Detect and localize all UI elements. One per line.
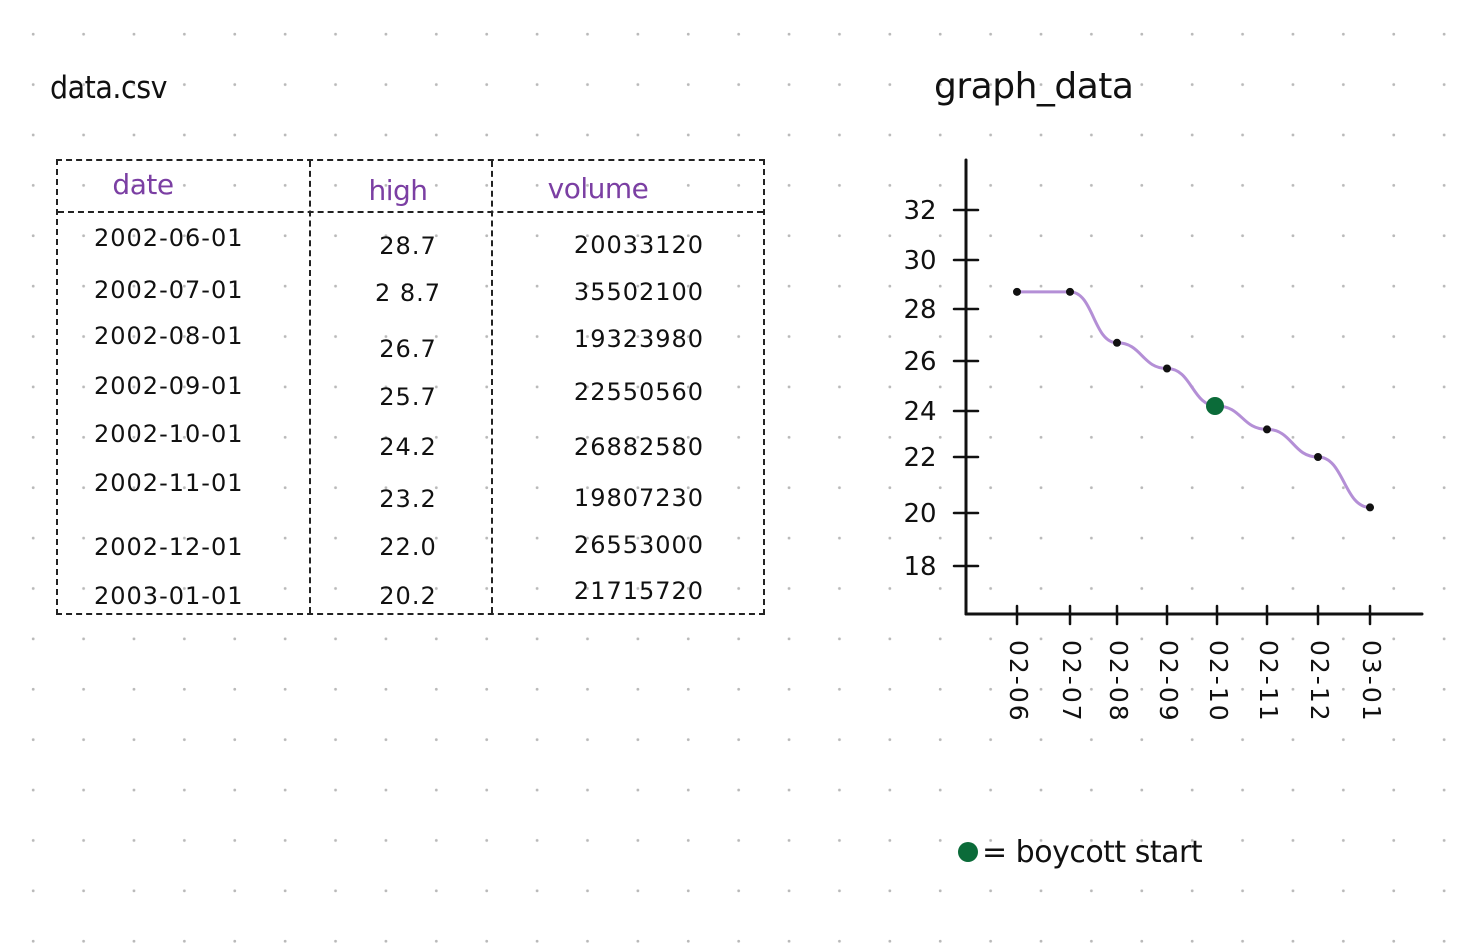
cell-volume: 21715720	[573, 577, 705, 605]
y-tick-label: 22	[903, 443, 936, 473]
y-tick-label: 30	[903, 246, 936, 276]
column-divider	[309, 161, 311, 613]
cell-high: 26.7	[379, 335, 437, 363]
cell-high: 24.2	[379, 433, 437, 461]
cell-volume: 26882580	[573, 433, 705, 461]
cell-high: 28.7	[379, 232, 437, 260]
cell-date: 2002-09-01	[94, 372, 244, 400]
cell-volume: 35502100	[573, 278, 705, 306]
cell-volume: 26553000	[573, 531, 705, 559]
x-tick-label: 02-11	[1254, 640, 1283, 723]
cell-date: 2002-06-01	[94, 224, 244, 252]
cell-volume: 22550560	[573, 378, 705, 406]
y-tick-label: 28	[903, 295, 936, 325]
cell-high: 20.2	[379, 582, 437, 610]
y-tick-label: 20	[903, 499, 936, 529]
graph-title: graph_data	[934, 66, 1134, 107]
header-date: date	[112, 168, 174, 201]
data-point	[1113, 338, 1121, 347]
x-tick-label: 02-07	[1057, 640, 1086, 723]
cell-high: 22.0	[379, 533, 437, 561]
cell-date: 2002-12-01	[94, 533, 244, 561]
cell-volume: 19323980	[573, 325, 705, 353]
data-table: date high volume 2002-06-01 28.7 2003312…	[56, 159, 765, 615]
boycott-marker	[1206, 397, 1224, 415]
x-tick-label: 02-12	[1305, 640, 1334, 723]
x-tick-label: 02-08	[1104, 640, 1133, 723]
legend: = boycott start	[958, 832, 1203, 872]
data-point	[1013, 287, 1021, 296]
cell-date: 2002-10-01	[94, 420, 244, 448]
x-tick-label: 02-10	[1204, 640, 1233, 723]
column-divider	[491, 161, 493, 613]
data-point	[1066, 287, 1074, 296]
cell-volume: 20033120	[573, 231, 705, 259]
header-divider	[58, 211, 763, 213]
header-high: high	[368, 174, 428, 207]
y-tick-label: 32	[903, 196, 936, 226]
header-volume: volume	[547, 172, 649, 205]
cell-date: 2002-11-01	[94, 469, 244, 497]
y-tick-label: 26	[903, 347, 936, 377]
csv-title: data.csv	[50, 70, 168, 106]
x-tick-label: 02-09	[1154, 640, 1183, 723]
x-tick-label: 02-06	[1004, 640, 1033, 723]
boycott-marker-icon	[958, 842, 978, 862]
series-line	[1015, 290, 1372, 509]
cell-date: 2002-08-01	[94, 322, 244, 350]
data-point	[1163, 364, 1171, 373]
y-tick-label: 18	[903, 552, 936, 582]
cell-high: 25.7	[379, 383, 437, 411]
legend-label: = boycott start	[982, 834, 1203, 870]
cell-high: 23.2	[379, 485, 437, 513]
x-tick-label: 03-01	[1357, 640, 1386, 723]
data-point	[1366, 503, 1374, 512]
cell-volume: 19807230	[573, 484, 705, 512]
cell-high: 2 8.7	[374, 279, 442, 307]
y-tick-label: 24	[903, 397, 936, 427]
cell-date: 2002-07-01	[94, 276, 244, 304]
data-point	[1314, 453, 1322, 461]
data-point	[1263, 425, 1271, 434]
cell-date: 2003-01-01	[94, 582, 244, 610]
